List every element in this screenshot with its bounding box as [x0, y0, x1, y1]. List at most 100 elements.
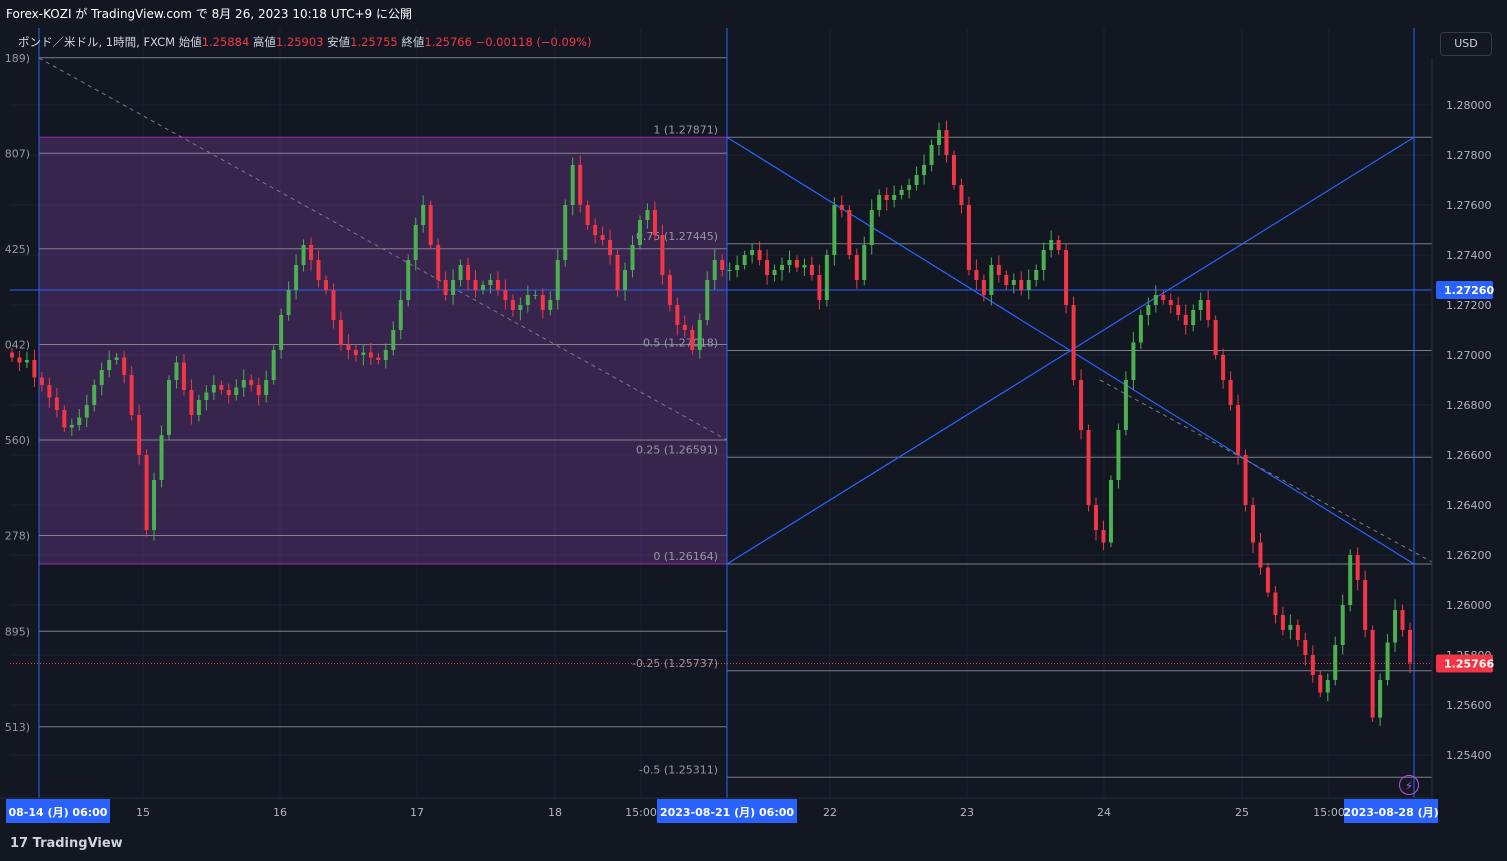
left-fib-level-label: 042) — [5, 339, 30, 352]
candle-body — [1325, 680, 1330, 693]
candle-body — [1079, 380, 1084, 430]
price-tick-label: 1.27800 — [1446, 149, 1492, 162]
candle-body — [1011, 280, 1016, 285]
close-label: 終値 — [401, 35, 425, 49]
candle-body — [608, 240, 613, 255]
candle-body — [1370, 630, 1375, 718]
candle-body — [974, 270, 979, 280]
candle-body — [1004, 275, 1009, 285]
candle-body — [772, 270, 777, 275]
high-label: 高値 — [252, 35, 276, 49]
crosshair-price-label: 1.27260 — [1444, 284, 1494, 297]
candle-body — [361, 352, 366, 355]
candle-body — [301, 245, 306, 265]
candle-body — [1034, 270, 1039, 280]
candle-body — [780, 265, 785, 270]
candle-body — [264, 380, 269, 395]
fib-level-label: -0.25 (1.25737) — [632, 657, 718, 670]
candle-body — [234, 387, 239, 395]
dashed-trend-line — [1099, 379, 1433, 563]
candle-body — [129, 375, 134, 415]
candle-body — [1146, 305, 1151, 315]
candle-body — [17, 357, 22, 363]
time-tick-label: 17 — [410, 806, 424, 819]
candle-body — [211, 385, 216, 393]
current-price-label: 1.25766 — [1444, 658, 1494, 671]
candle-body — [10, 352, 14, 358]
price-tick-label: 1.26600 — [1446, 449, 1492, 462]
candle-body — [929, 145, 934, 165]
open-label: 始値 — [178, 35, 202, 49]
candle-body — [727, 270, 732, 271]
candle-body — [1355, 555, 1360, 580]
candle-body — [525, 295, 530, 305]
candle-body — [1056, 240, 1061, 250]
price-tick-label: 1.26800 — [1446, 399, 1492, 412]
candle-body — [1318, 675, 1323, 693]
candle-body — [122, 357, 127, 375]
candle-body — [1116, 430, 1121, 480]
candle-body — [92, 385, 97, 405]
candle-body — [1176, 305, 1181, 315]
candle-body — [458, 265, 463, 280]
candle-body — [137, 415, 142, 455]
candle-body — [1228, 380, 1233, 405]
candle-body — [398, 300, 403, 330]
low-value: 1.25755 — [350, 35, 398, 49]
candle-body — [593, 225, 598, 235]
candle-body — [443, 280, 448, 295]
candle-body — [271, 350, 276, 380]
price-tick-label: 1.28000 — [1446, 99, 1492, 112]
candle-body — [1393, 610, 1398, 643]
candle-body — [884, 195, 889, 200]
candle-body — [256, 385, 261, 395]
candle-body — [331, 290, 336, 320]
candle-body — [1086, 430, 1091, 505]
candle-body — [996, 265, 1001, 275]
tradingview-logo[interactable]: 𝟭𝟳 TradingView — [10, 836, 123, 851]
price-tick-label: 1.25600 — [1446, 699, 1492, 712]
candle-body — [817, 275, 822, 300]
lightning-icon[interactable]: ⚡ — [1399, 775, 1419, 795]
fib-retracement-box — [38, 136, 728, 565]
low-label: 安値 — [327, 35, 351, 49]
price-axis — [1432, 58, 1507, 828]
candle-body — [189, 390, 194, 415]
candle-body — [697, 320, 702, 350]
candle-body — [1348, 555, 1353, 605]
footer-bar: 𝟭𝟳 TradingView — [0, 828, 1507, 861]
candle-body — [615, 255, 620, 290]
price-tick-label: 1.27200 — [1446, 299, 1492, 312]
candle-body — [503, 290, 508, 300]
candle-body — [637, 220, 642, 245]
candle-body — [84, 405, 89, 418]
dashed-trend-line — [38, 57, 728, 441]
candle-body — [667, 275, 672, 305]
candle-body — [847, 210, 852, 255]
candle-body — [346, 345, 351, 350]
fib-level-label: 0 (1.26164) — [653, 550, 718, 563]
time-tick-label: 24 — [1097, 806, 1111, 819]
currency-button[interactable]: USD — [1440, 32, 1492, 56]
candle-body — [1221, 355, 1226, 380]
candle-body — [480, 285, 485, 290]
candle-body — [832, 205, 837, 255]
candle-body — [279, 315, 284, 350]
candle-body — [1258, 542, 1263, 568]
candle-body — [159, 435, 164, 480]
open-value: 1.25884 — [201, 35, 250, 49]
tv-logo-icon: 𝟭𝟳 — [10, 836, 29, 851]
time-tick-label: 15:00 — [1313, 806, 1345, 819]
candle-body — [1049, 240, 1054, 250]
candle-body — [323, 280, 328, 290]
left-fib-level-label: 807) — [5, 147, 30, 160]
crosshair-price-badge — [1436, 281, 1493, 299]
candle-body — [959, 185, 964, 205]
candle-body — [1333, 645, 1338, 680]
candle-body — [1265, 567, 1270, 593]
candle-body — [1041, 250, 1046, 270]
candle-body — [1236, 405, 1241, 455]
time-tick-label: 16 — [273, 806, 287, 819]
fib-level-label: 1 (1.27871) — [653, 123, 718, 136]
